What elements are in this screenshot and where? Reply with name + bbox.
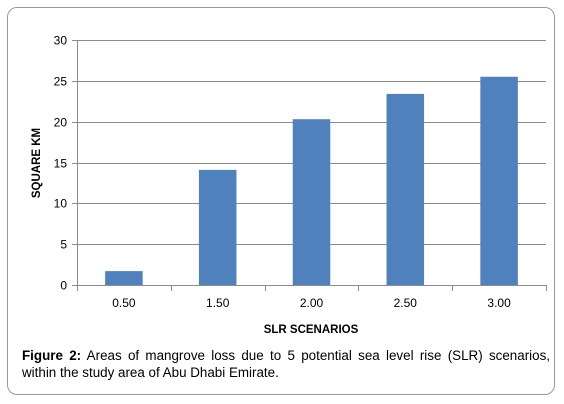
y-tick-label: 20	[54, 116, 68, 130]
x-tick-label: 2.50	[394, 296, 418, 310]
bar	[292, 119, 331, 285]
x-tick-label: 0.50	[112, 296, 136, 310]
chart-frame	[7, 7, 555, 395]
y-tick-label: 30	[54, 34, 68, 48]
bars	[105, 76, 518, 286]
bar	[480, 76, 518, 285]
bar	[105, 271, 143, 285]
y-tick-label: 15	[54, 157, 68, 171]
y-tick-label: 0	[60, 279, 67, 293]
y-axis-title: SQUARE KM	[31, 128, 43, 198]
x-tick-label: 1.50	[206, 296, 230, 310]
bar	[198, 169, 237, 285]
figure-caption: Figure 2: Areas of mangrove loss due to …	[22, 347, 550, 381]
x-tick-label: 2.00	[300, 296, 324, 310]
gridlines	[77, 40, 546, 245]
caption-label: Figure 2:	[22, 348, 82, 363]
tick-labels: 0 5 10 15 20 25 30 0.50 1.50 2.00 2.50 3.00	[54, 34, 511, 311]
x-tick-label: 3.00	[487, 296, 511, 310]
y-tick-label: 25	[54, 75, 68, 89]
bar	[386, 93, 425, 286]
axes	[72, 40, 547, 291]
y-tick-label: 5	[60, 238, 67, 252]
x-axis-title: SLR SCENARIOS	[264, 324, 359, 336]
caption-text: Areas of mangrove loss due to 5 potentia…	[22, 348, 551, 380]
y-tick-label: 10	[54, 197, 68, 211]
